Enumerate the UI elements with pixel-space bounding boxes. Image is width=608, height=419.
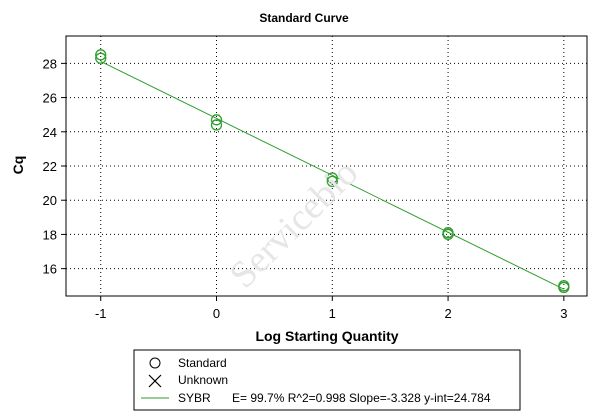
legend: Standard Unknown SYBR E= 99.7% R^2=0.998… [133,349,521,411]
data-point-standard [95,49,107,61]
x-tick-label: 3 [560,306,567,321]
fit-line-sybr [100,61,565,290]
data-point-standard [210,119,223,131]
legend-box [133,349,521,411]
x-tick-label: 0 [213,306,220,321]
data-point-standard [326,172,338,184]
chart-title: Standard Curve [259,11,349,25]
legend-unknown-label: Unknown [178,373,228,387]
y-tick-label: 24 [43,125,57,140]
y-tick-label: 18 [43,227,57,242]
x-tick-label: 1 [329,306,336,321]
data-point-standard [442,228,454,241]
data-point-standard [558,281,570,294]
watermark-text: Servicebio [222,152,367,297]
y-axis-label: Cq [10,156,26,175]
x-axis-label: Log Starting Quantity [255,328,398,344]
plot-area: -1 0 1 2 3 16 18 20 22 24 26 28 [43,35,588,321]
legend-sybr-label: SYBR [178,391,211,405]
data-point-standard [326,175,338,188]
y-tick-label: 16 [43,262,57,277]
data-point-standard [210,114,223,126]
legend-standard-marker [149,357,161,369]
x-tick-label: 2 [444,306,451,321]
y-tick-label: 28 [43,56,57,71]
y-tick-label: 20 [43,193,57,208]
data-point-standard [95,52,107,64]
legend-sybr-stats: E= 99.7% R^2=0.998 Slope=-3.328 y-int=24… [232,391,491,405]
legend-unknown-marker [148,374,162,388]
legend-standard-label: Standard [178,356,227,370]
y-tick-label: 26 [43,91,57,106]
x-tick-label: -1 [95,306,107,321]
y-tick-label: 22 [43,159,57,174]
